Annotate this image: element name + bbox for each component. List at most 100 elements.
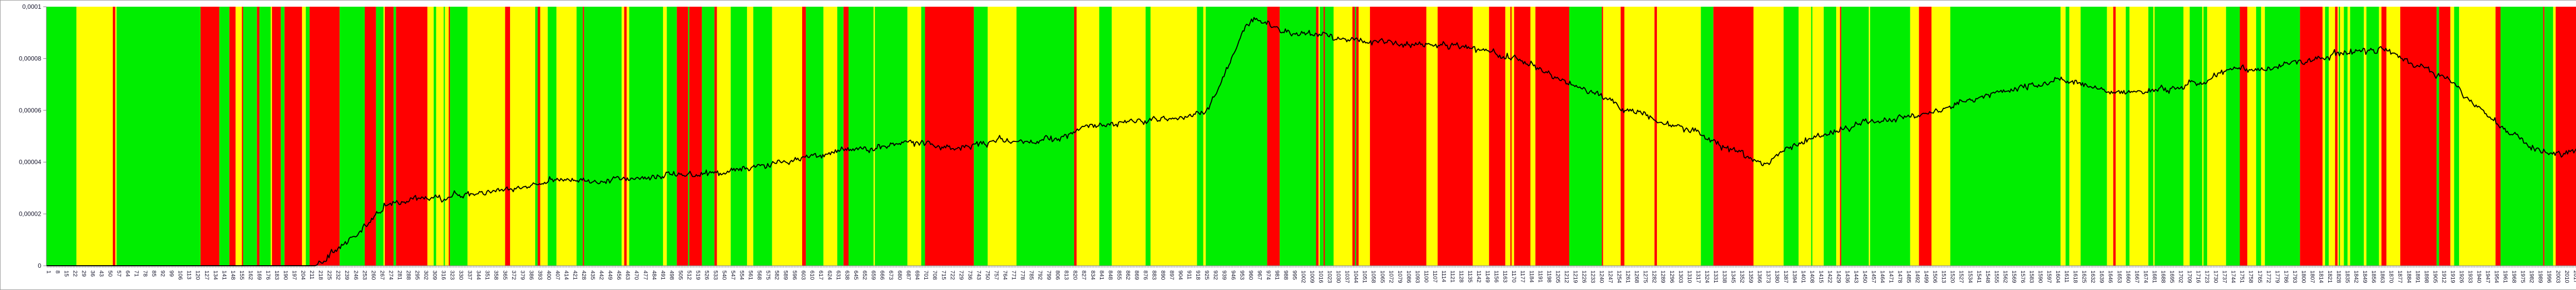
svg-text:1100: 1100	[1423, 270, 1429, 283]
svg-text:330: 330	[458, 270, 464, 280]
svg-text:393: 393	[537, 270, 543, 280]
svg-text:519: 519	[694, 270, 701, 280]
svg-text:1639: 1639	[2098, 270, 2105, 283]
svg-text:400: 400	[546, 270, 552, 280]
svg-text:288: 288	[405, 270, 411, 280]
svg-text:183: 183	[274, 270, 280, 280]
svg-text:1443: 1443	[1853, 270, 1859, 283]
svg-text:736: 736	[967, 270, 973, 280]
svg-text:1058: 1058	[1370, 270, 1377, 283]
svg-text:155: 155	[239, 270, 245, 280]
svg-text:1905: 1905	[2432, 270, 2438, 283]
svg-text:197: 197	[291, 270, 297, 280]
svg-text:295: 295	[414, 270, 420, 280]
svg-text:0,00002: 0,00002	[19, 211, 42, 218]
svg-text:1380: 1380	[1774, 270, 1780, 283]
svg-text:1611: 1611	[2063, 270, 2070, 283]
svg-text:918: 918	[1195, 270, 1201, 280]
svg-text:1667: 1667	[2133, 270, 2140, 283]
svg-text:204: 204	[300, 270, 306, 280]
svg-text:1709: 1709	[2187, 270, 2193, 283]
svg-text:1835: 1835	[2344, 270, 2350, 283]
svg-text:722: 722	[949, 270, 955, 280]
svg-text:1478: 1478	[1897, 270, 1903, 283]
svg-text:1317: 1317	[1695, 270, 1701, 283]
svg-text:589: 589	[783, 270, 789, 280]
svg-text:1254: 1254	[1616, 270, 1622, 283]
svg-text:0,0001: 0,0001	[22, 3, 41, 10]
svg-text:225: 225	[326, 270, 332, 280]
svg-text:1457: 1457	[1870, 270, 1876, 283]
svg-text:148: 148	[230, 270, 236, 280]
svg-text:162: 162	[247, 270, 253, 280]
svg-text:925: 925	[1204, 270, 1210, 280]
svg-text:0,00008: 0,00008	[19, 55, 42, 62]
svg-text:1359: 1359	[1748, 270, 1754, 283]
svg-text:309: 309	[432, 270, 438, 280]
svg-text:806: 806	[1055, 270, 1061, 280]
svg-text:1933: 1933	[2467, 270, 2473, 283]
svg-text:337: 337	[467, 270, 473, 280]
svg-text:1366: 1366	[1756, 270, 1762, 283]
svg-text:1527: 1527	[1958, 270, 1964, 283]
svg-text:1086: 1086	[1405, 270, 1412, 283]
svg-text:1821: 1821	[2327, 270, 2333, 283]
svg-text:939: 939	[1221, 270, 1227, 280]
svg-text:1044: 1044	[1353, 270, 1359, 283]
svg-text:190: 190	[282, 270, 289, 280]
svg-text:498: 498	[668, 270, 674, 280]
svg-text:491: 491	[659, 270, 666, 280]
svg-text:1604: 1604	[2055, 270, 2061, 283]
svg-text:1723: 1723	[2204, 270, 2210, 283]
svg-text:1996: 1996	[2546, 270, 2552, 283]
svg-text:1485: 1485	[1906, 270, 1912, 283]
svg-text:1072: 1072	[1388, 270, 1394, 283]
svg-text:484: 484	[651, 270, 657, 280]
svg-text:1394: 1394	[1791, 270, 1798, 283]
svg-text:617: 617	[818, 270, 824, 280]
svg-text:463: 463	[624, 270, 631, 280]
svg-text:176: 176	[265, 270, 271, 280]
svg-text:1499: 1499	[1923, 270, 1929, 283]
svg-text:694: 694	[914, 270, 920, 280]
svg-text:1135: 1135	[1467, 270, 1473, 283]
svg-text:1233: 1233	[1589, 270, 1596, 283]
svg-text:561: 561	[748, 270, 754, 280]
svg-text:1331: 1331	[1713, 270, 1719, 283]
svg-text:470: 470	[633, 270, 639, 280]
svg-text:267: 267	[379, 270, 385, 280]
svg-text:890: 890	[1160, 270, 1166, 280]
svg-text:1065: 1065	[1379, 270, 1385, 283]
svg-text:526: 526	[703, 270, 709, 280]
svg-text:911: 911	[1186, 270, 1192, 280]
svg-text:1: 1	[45, 270, 52, 273]
svg-text:932: 932	[1212, 270, 1218, 280]
svg-text:1989: 1989	[2537, 270, 2544, 283]
svg-text:92: 92	[160, 270, 166, 277]
svg-text:757: 757	[993, 270, 999, 280]
svg-text:1870: 1870	[2388, 270, 2394, 283]
svg-text:169: 169	[256, 270, 262, 280]
svg-text:638: 638	[844, 270, 850, 280]
svg-text:113: 113	[186, 270, 192, 280]
svg-text:0,00004: 0,00004	[19, 158, 42, 166]
svg-text:218: 218	[317, 270, 324, 280]
svg-text:1177: 1177	[1519, 270, 1526, 283]
svg-text:1807: 1807	[2309, 270, 2315, 283]
svg-text:610: 610	[809, 270, 815, 280]
svg-text:1016: 1016	[1318, 270, 1324, 283]
svg-text:995: 995	[1291, 270, 1297, 280]
svg-text:22: 22	[72, 270, 78, 277]
svg-text:2010: 2010	[2564, 270, 2570, 283]
svg-text:1912: 1912	[2441, 270, 2447, 283]
svg-text:36: 36	[89, 270, 95, 277]
svg-text:1352: 1352	[1739, 270, 1745, 283]
svg-text:1471: 1471	[1888, 270, 1894, 283]
svg-text:960: 960	[1247, 270, 1253, 280]
svg-text:1023: 1023	[1327, 270, 1333, 283]
svg-text:1345: 1345	[1730, 270, 1736, 283]
svg-text:344: 344	[476, 270, 482, 280]
svg-text:1289: 1289	[1660, 270, 1666, 283]
svg-text:1051: 1051	[1362, 270, 1368, 283]
svg-text:1947: 1947	[2485, 270, 2491, 283]
